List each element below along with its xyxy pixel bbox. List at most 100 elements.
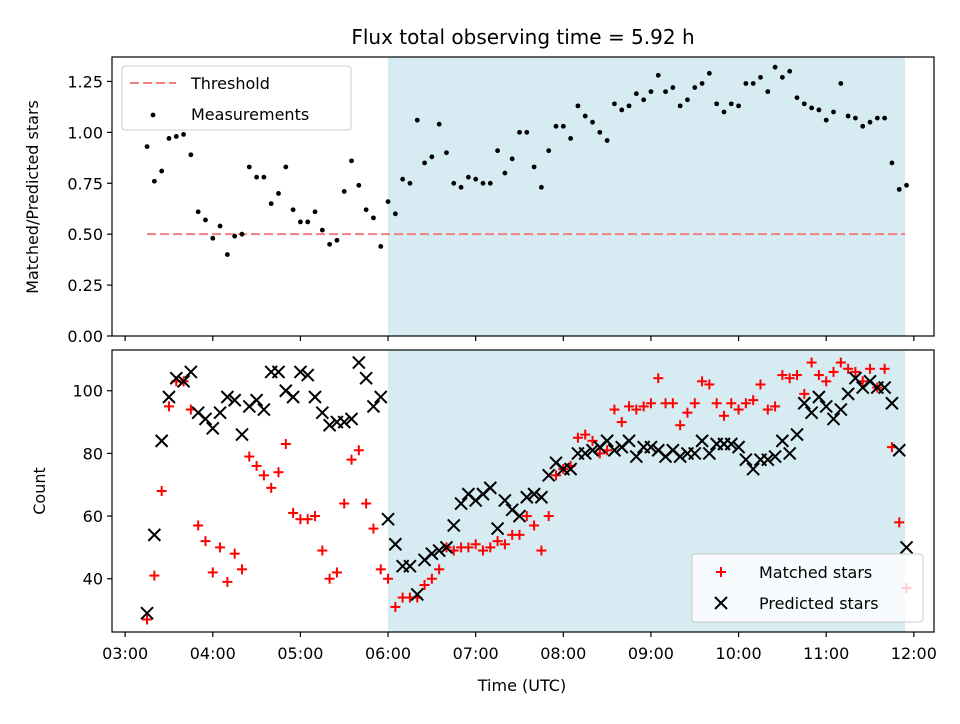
measurement-point — [714, 101, 720, 107]
measurement-point — [904, 182, 909, 188]
predicted-star-marker — [293, 365, 308, 379]
matched-star-marker — [543, 511, 554, 522]
measurement-point — [276, 191, 281, 196]
predicted-star-marker — [454, 496, 468, 511]
legend-measurements-label: Measurements — [191, 105, 309, 124]
x-tick-label: 11:00 — [803, 644, 849, 663]
predicted-star-marker — [337, 415, 351, 429]
matched-star-marker — [273, 467, 284, 478]
top-y-tick-label: 0.25 — [67, 276, 103, 295]
measurement-point — [721, 109, 727, 115]
predicted-star-marker — [527, 487, 541, 501]
measurement-point — [590, 119, 595, 125]
bottom-y-tick-label: 100 — [72, 382, 103, 401]
matched-star-marker — [821, 376, 832, 387]
measurement-point — [845, 113, 851, 119]
measurement-point — [319, 227, 325, 233]
matched-star-marker — [813, 370, 824, 381]
predicted-star-marker — [826, 412, 841, 426]
matched-star-marker — [616, 417, 627, 428]
bottom-panel: 40 60 80 100 03:00 04:00 05:00 06:00 07:00 08:00… — [30, 349, 937, 695]
predicted-star-marker — [322, 418, 337, 432]
measurement-point — [568, 136, 574, 141]
matched-star-marker — [828, 366, 839, 377]
measurement-point — [765, 89, 771, 95]
measurement-point — [151, 178, 157, 184]
measurement-point — [779, 74, 785, 80]
predicted-star-marker — [447, 518, 461, 533]
matched-star-marker — [288, 507, 299, 518]
chart-title: Flux total observing time = 5.92 h — [351, 25, 694, 49]
measurement-point — [268, 201, 274, 207]
bottom-y-axis-label: Count — [30, 467, 49, 515]
x-tick-label: 06:00 — [365, 644, 411, 663]
predicted-star-marker — [563, 462, 578, 476]
measurement-point — [692, 85, 698, 90]
predicted-star-marker — [629, 449, 644, 464]
matched-star-marker — [580, 429, 591, 440]
measurement-point — [195, 209, 201, 215]
legend-threshold-label: Threshold — [190, 74, 270, 93]
measurement-point — [502, 170, 508, 176]
top-panel: 0.00 0.25 0.50 0.75 1.00 1.25 Matched/Predict… — [23, 56, 935, 346]
legend-matched-swatch — [716, 567, 726, 577]
measurement-point — [509, 156, 515, 162]
measurement-point — [539, 184, 544, 190]
matched-star-marker — [302, 514, 313, 525]
matched-star-marker — [383, 573, 394, 584]
matched-star-marker — [492, 536, 503, 547]
matched-star-marker — [193, 520, 204, 531]
matched-star-marker — [222, 576, 233, 587]
matched-star-marker — [375, 564, 386, 575]
x-tick-label: 10:00 — [716, 644, 762, 663]
measurement-point — [458, 184, 464, 190]
predicted-star-marker — [834, 402, 848, 417]
matched-star-marker — [149, 570, 160, 581]
measurement-point — [816, 107, 822, 113]
measurement-point — [246, 164, 252, 170]
measurement-point — [633, 91, 639, 97]
measurement-point — [429, 154, 435, 160]
measurement-point — [451, 180, 457, 186]
measurement-point — [298, 219, 303, 225]
measurement-point — [385, 199, 391, 204]
measurement-point — [144, 144, 150, 150]
measurement-points — [144, 64, 909, 257]
measurement-point — [217, 223, 223, 229]
predicted-star-marker — [235, 427, 249, 442]
matched-star-marker — [207, 567, 218, 578]
measurement-point — [173, 134, 179, 139]
predicted-star-marker — [695, 434, 709, 448]
measurement-point — [517, 129, 522, 135]
predicted-star-marker — [410, 587, 424, 602]
measurement-point — [582, 113, 588, 119]
matched-star-marker — [835, 357, 846, 368]
predicted-star-marker — [344, 412, 359, 426]
legend-predicted-swatch — [714, 596, 728, 610]
measurement-point — [159, 168, 165, 174]
legend-matched-label: Matched stars — [759, 563, 872, 582]
matched-star-marker — [733, 404, 744, 415]
matched-star-marker — [879, 363, 890, 374]
measurement-point — [736, 103, 741, 109]
x-tick-label: 09:00 — [628, 644, 674, 663]
measurement-point — [758, 74, 763, 80]
predicted-star-marker — [607, 443, 622, 457]
matched-star-marker — [310, 511, 321, 522]
matched-star-marker — [726, 398, 737, 409]
predicted-star-marker — [154, 434, 169, 448]
predicted-star-marker — [724, 437, 738, 451]
measurement-point — [641, 97, 647, 103]
matched-star-marker — [361, 498, 372, 509]
x-tick-label: 04:00 — [190, 644, 236, 663]
measurement-point — [378, 243, 384, 249]
matched-star-marker — [346, 454, 357, 465]
predicted-star-marker — [388, 537, 403, 551]
measurement-point — [677, 103, 683, 109]
legend-predicted-label: Predicted stars — [759, 594, 879, 613]
predicted-star-marker — [812, 390, 826, 404]
top-y-tick-label: 0.00 — [67, 327, 103, 346]
measurement-point — [305, 219, 311, 225]
matched-star-marker — [280, 439, 291, 449]
